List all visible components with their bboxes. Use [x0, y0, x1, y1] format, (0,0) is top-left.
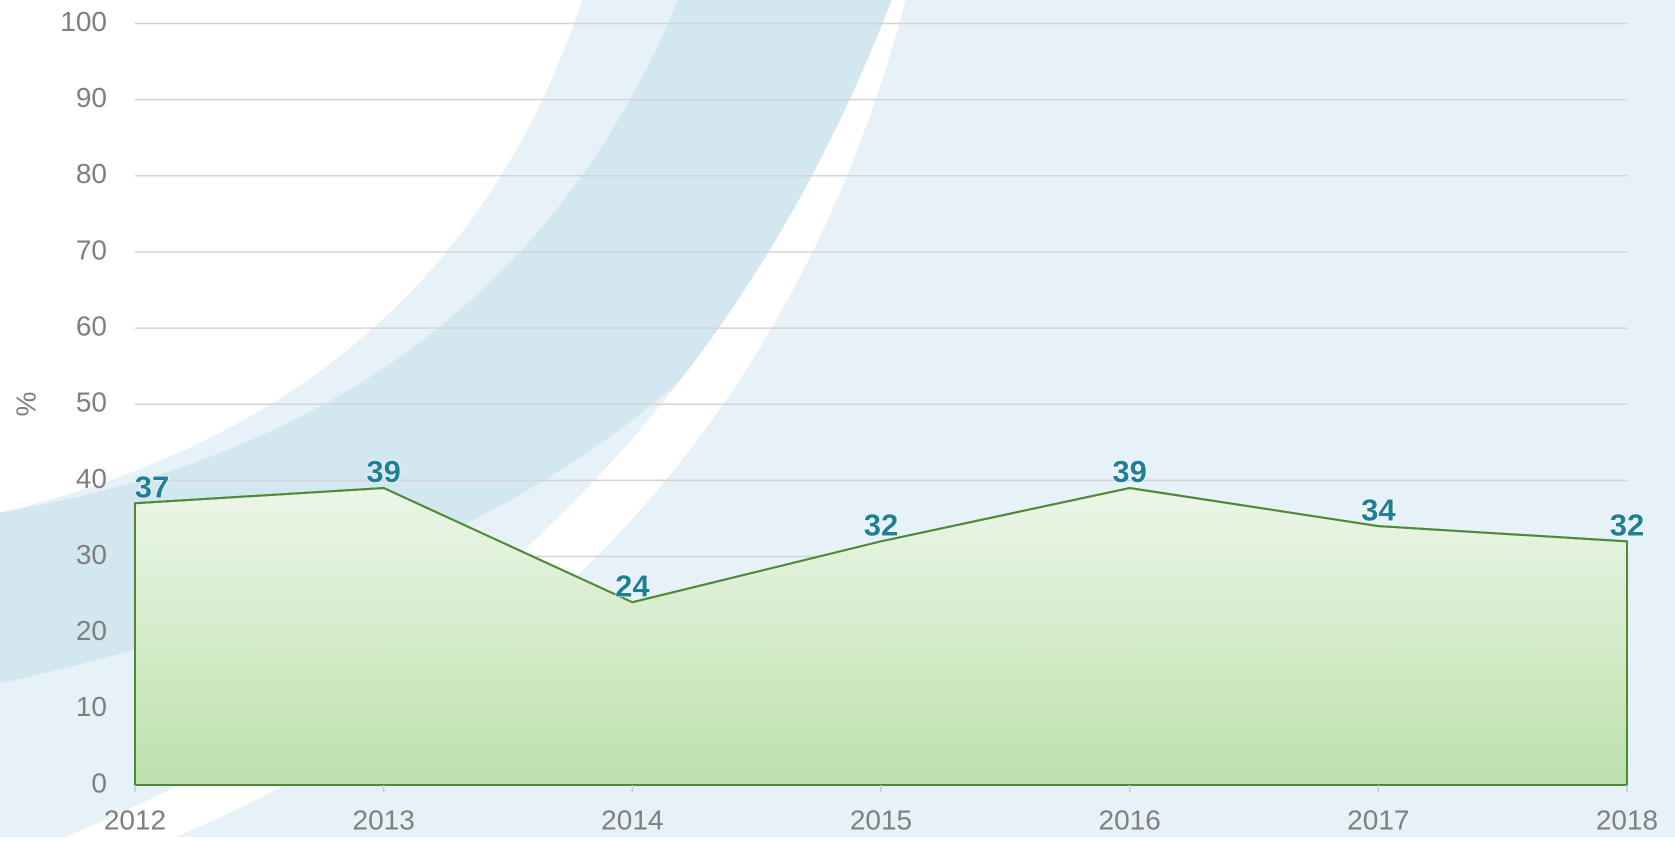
x-tick-label: 2012: [104, 804, 166, 835]
y-axis-label: %: [10, 392, 41, 417]
x-tick-label: 2015: [850, 804, 912, 835]
y-tick-label: 20: [76, 615, 107, 646]
y-tick-label: 70: [76, 234, 107, 265]
x-tick-label: 2013: [353, 804, 415, 835]
y-tick-label: 60: [76, 310, 107, 341]
y-tick-label: 10: [76, 691, 107, 722]
y-tick-label: 80: [76, 158, 107, 189]
y-tick-label: 90: [76, 82, 107, 113]
data-label: 32: [1610, 508, 1644, 543]
x-tick-label: 2017: [1347, 804, 1409, 835]
data-label: 32: [864, 508, 898, 543]
x-tick-label: 2016: [1099, 804, 1161, 835]
y-tick-label: 100: [60, 6, 107, 37]
y-tick-label: 40: [76, 463, 107, 494]
data-label: 34: [1361, 492, 1396, 527]
x-tick-label: 2018: [1596, 804, 1658, 835]
data-label: 39: [1112, 454, 1146, 489]
y-tick-label: 30: [76, 539, 107, 570]
data-label: 24: [615, 568, 650, 603]
data-label: 39: [366, 454, 400, 489]
area-line: [134, 486, 1628, 604]
data-label: 37: [135, 469, 169, 504]
y-tick-label: 0: [91, 767, 107, 798]
x-tick-label: 2014: [601, 804, 663, 835]
y-tick-label: 50: [76, 387, 107, 418]
background-arc: [0, 0, 583, 513]
